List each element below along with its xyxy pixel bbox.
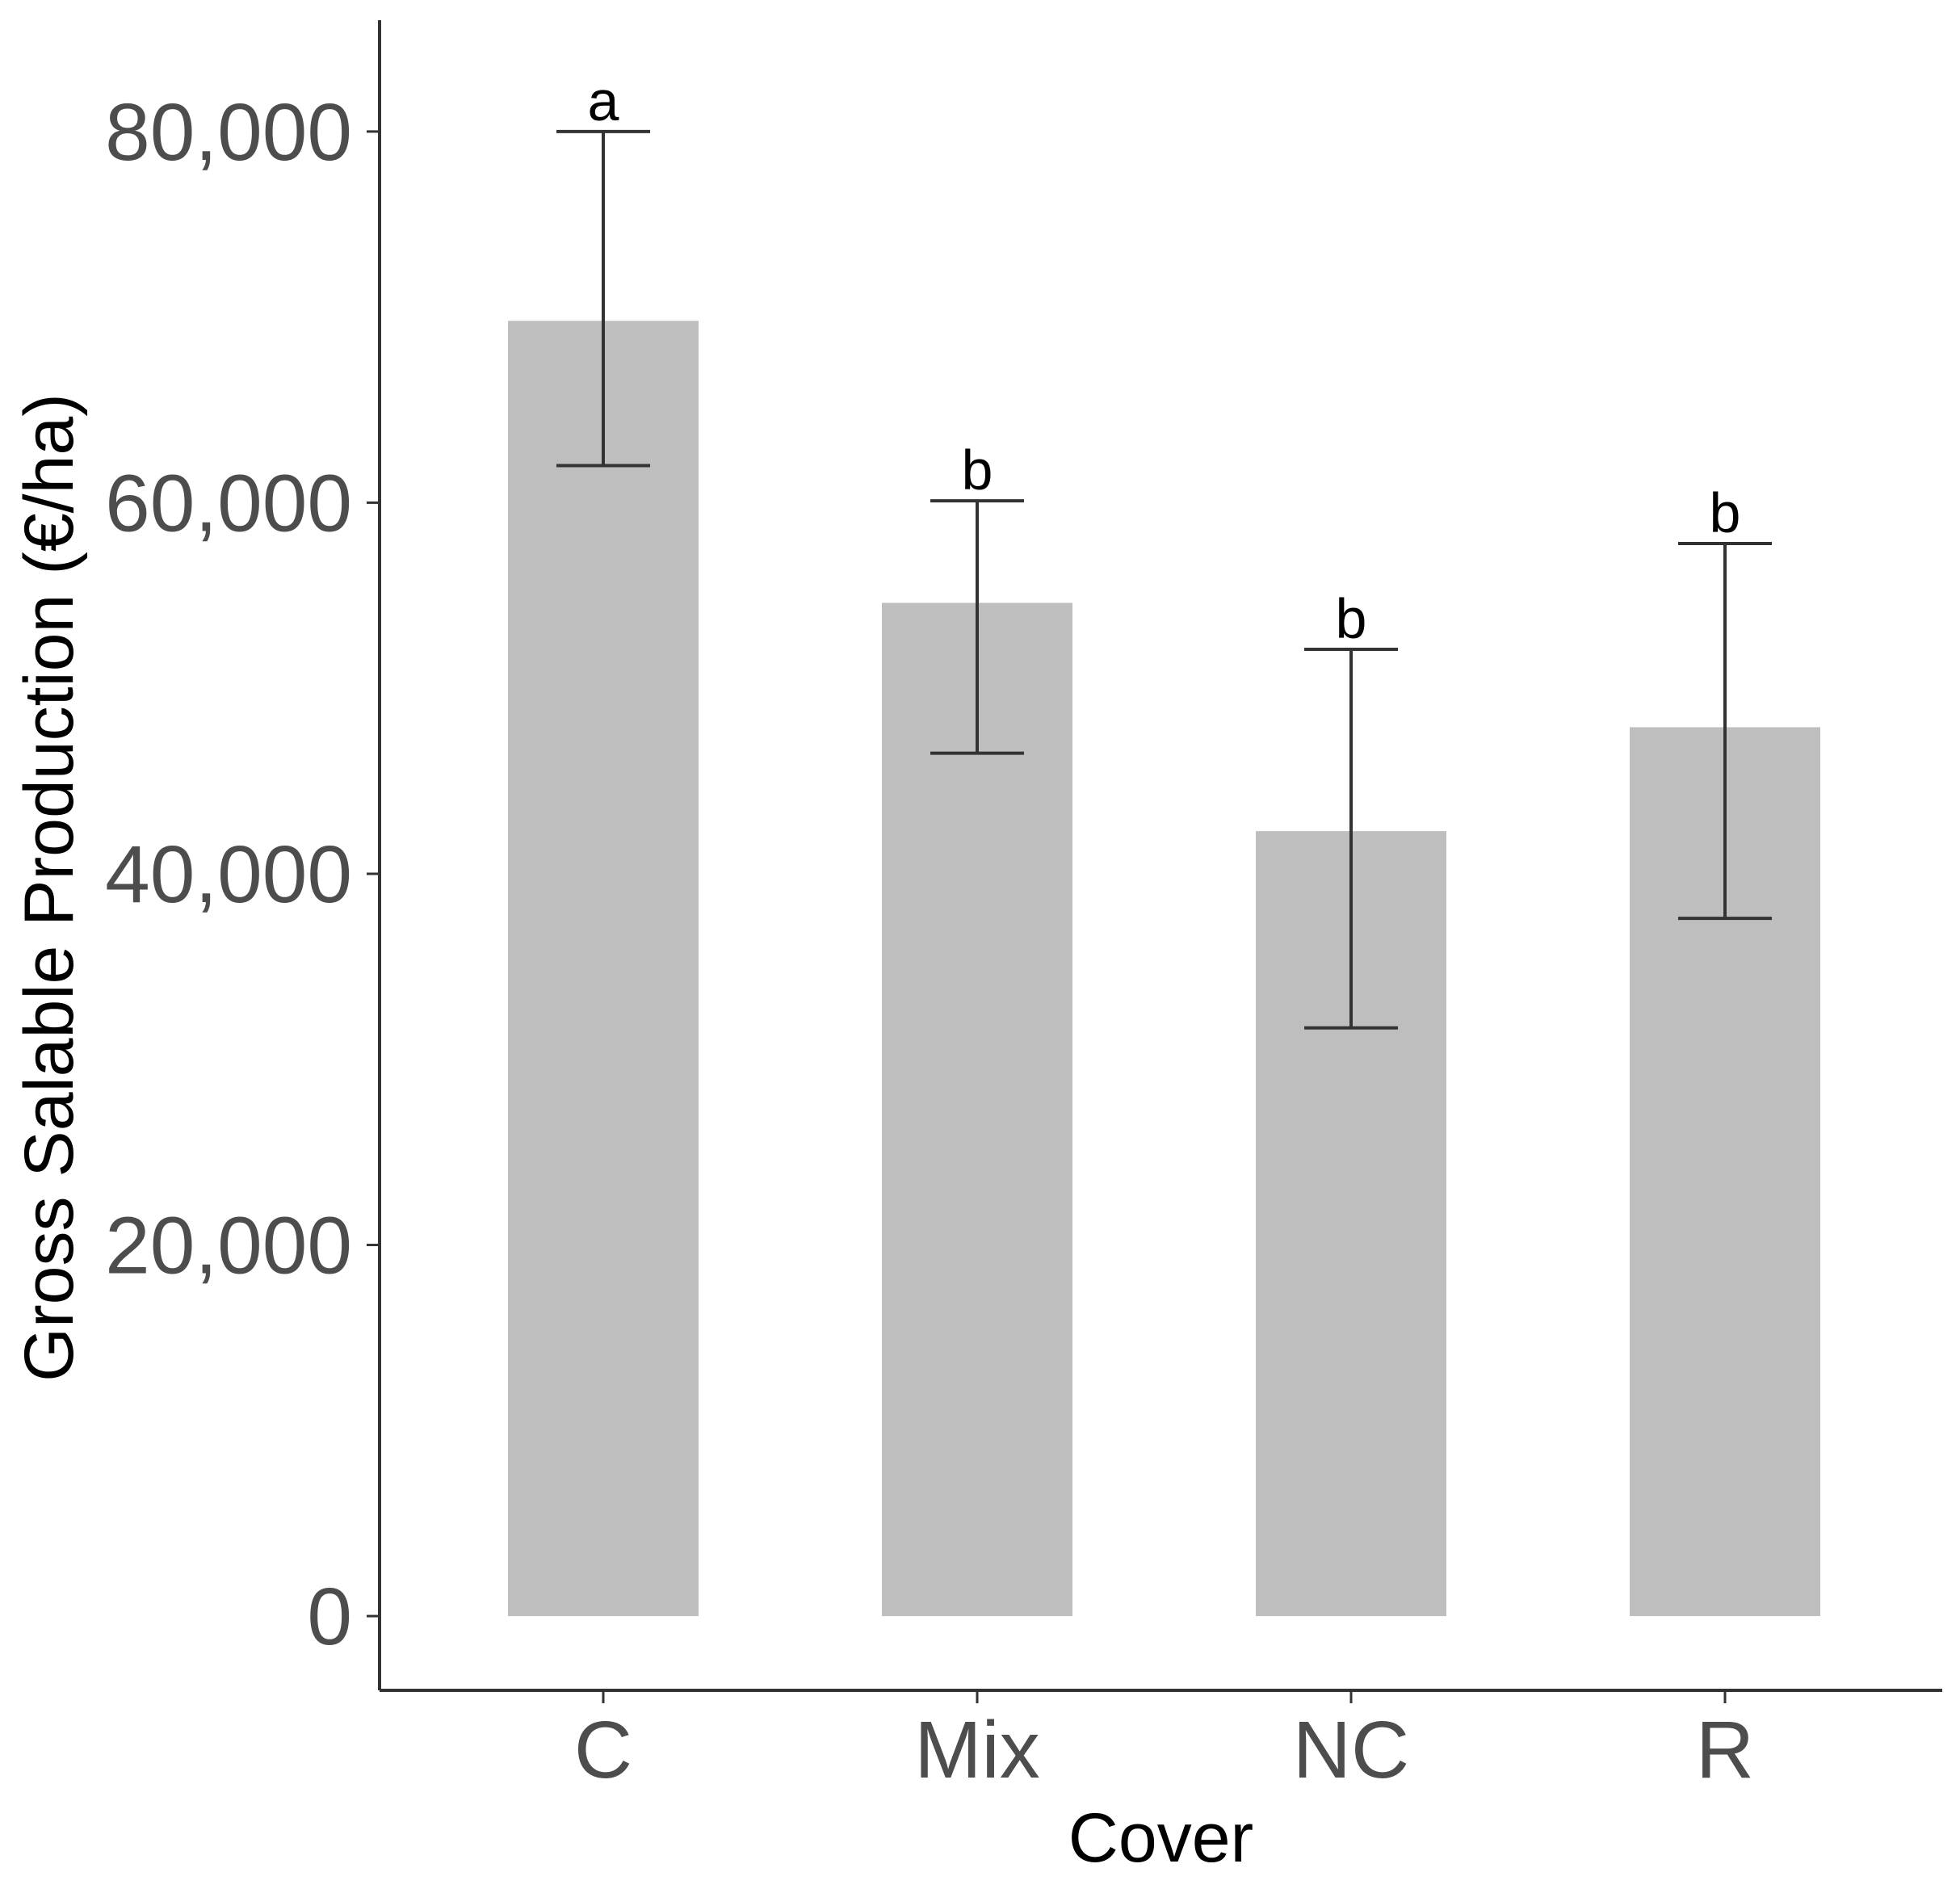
bar-c bbox=[508, 321, 699, 1617]
x-tick-label-nc: NC bbox=[1293, 1705, 1409, 1795]
bars-layer bbox=[508, 321, 1820, 1617]
bar-mix bbox=[882, 602, 1072, 1617]
axes-layer bbox=[378, 20, 1942, 1692]
significance-letters-layer: a b b b bbox=[588, 69, 1741, 650]
y-tick-label-60000: 60,000 bbox=[105, 458, 352, 548]
significance-letter-c: a bbox=[588, 69, 619, 132]
y-axis-title: Gross Salable Production (€/ha) bbox=[10, 393, 88, 1382]
y-tick-label-20000: 20,000 bbox=[105, 1201, 352, 1291]
significance-letter-nc: b bbox=[1336, 587, 1367, 650]
x-tick-label-mix: Mix bbox=[914, 1705, 1040, 1795]
ticks-layer: C Mix NC R 0 20,000 40,000 60,000 80,000 bbox=[105, 87, 1754, 1795]
y-tick-label-80000: 80,000 bbox=[105, 87, 352, 178]
error-bars-layer bbox=[556, 129, 1772, 1030]
x-tick-label-r: R bbox=[1696, 1705, 1754, 1795]
significance-letter-mix: b bbox=[962, 439, 993, 502]
significance-letter-r: b bbox=[1710, 481, 1741, 544]
x-axis-title: Cover bbox=[1068, 1799, 1253, 1877]
y-tick-label-0: 0 bbox=[307, 1572, 352, 1662]
x-tick-label-c: C bbox=[574, 1705, 632, 1795]
y-tick-label-40000: 40,000 bbox=[105, 829, 352, 920]
